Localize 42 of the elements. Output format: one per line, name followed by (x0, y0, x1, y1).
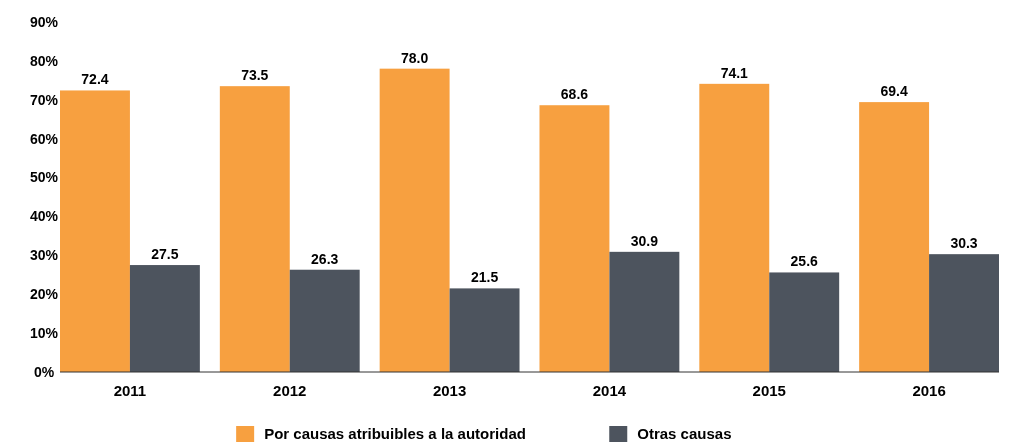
y-tick-label: 30% (29, 247, 59, 264)
bar (769, 272, 840, 372)
bar (699, 83, 770, 372)
data-label: 68.6 (560, 86, 589, 103)
bar (219, 86, 290, 372)
data-label: 25.6 (790, 253, 819, 270)
y-tick-label: 60% (29, 130, 59, 147)
legend-label: Otras causas (637, 425, 732, 442)
bar (60, 90, 130, 372)
x-tick-label: 2013 (432, 382, 467, 399)
x-tick-label: 2015 (752, 382, 786, 399)
x-tick-label: 2011 (113, 382, 147, 399)
y-tick-label: 50% (29, 169, 59, 186)
data-label: 78.0 (401, 49, 429, 66)
data-label: 69.4 (880, 83, 908, 100)
data-label: 72.4 (81, 71, 109, 88)
x-tick-label: 2012 (273, 382, 307, 399)
bar (129, 265, 200, 372)
data-label: 30.3 (950, 235, 978, 252)
x-tick-label: 2014 (592, 382, 627, 399)
data-label: 30.9 (630, 232, 659, 249)
bar (289, 269, 360, 372)
bar (859, 102, 930, 372)
data-label: 27.5 (151, 246, 179, 263)
data-label: 73.5 (241, 67, 269, 84)
bar (449, 288, 520, 372)
y-tick-label: 40% (29, 208, 59, 225)
bar (929, 254, 999, 372)
y-tick-label: 10% (29, 325, 59, 342)
y-tick-label: 0% (33, 363, 55, 380)
y-tick-label: 70% (29, 91, 59, 108)
x-tick-label: 2016 (912, 382, 946, 399)
bar (539, 105, 610, 372)
y-tick-label: 20% (29, 286, 59, 303)
data-label: 21.5 (470, 269, 499, 286)
y-tick-label: 80% (29, 52, 59, 69)
data-label: 74.1 (720, 64, 749, 81)
bar (609, 251, 680, 372)
data-label: 26.3 (311, 250, 339, 267)
y-tick-label: 90% (29, 13, 59, 30)
legend-label: Por causas atribuibles a la autoridad (264, 425, 526, 442)
bar (379, 68, 450, 372)
